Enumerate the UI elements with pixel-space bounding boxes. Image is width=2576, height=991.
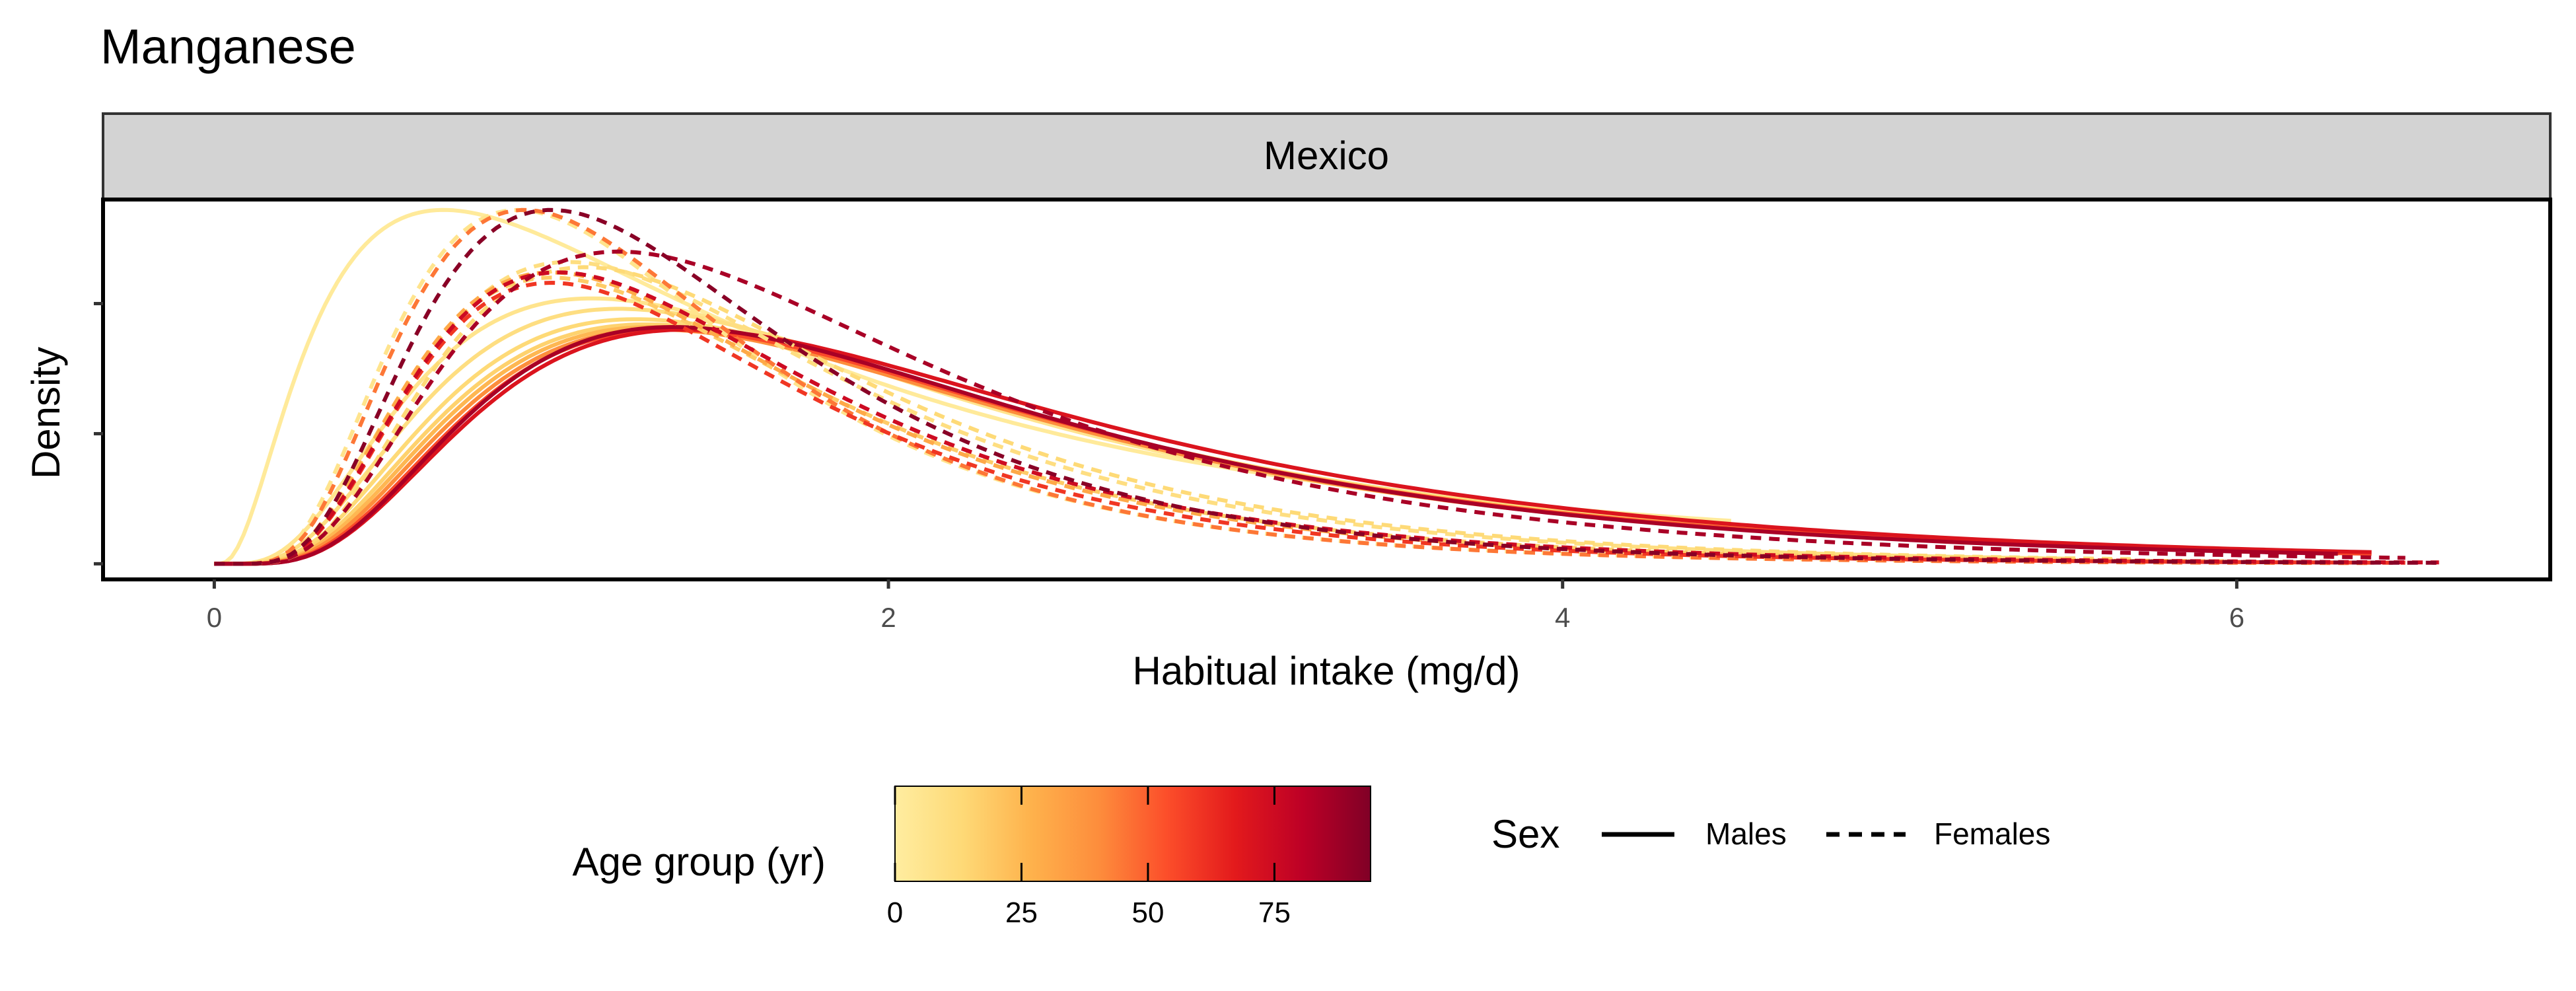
color-bar [894,786,1371,882]
density-curves [214,207,2439,566]
color-tick-label-3: 75 [1258,897,1291,929]
density-curve-females-age-13 [214,265,2136,566]
color-tick-label-1: 25 [1005,897,1038,929]
density-curve-males-age-85 [214,325,2338,566]
linetype-legend-title: Sex [1491,812,1559,856]
plot-panel [101,198,2552,581]
facet-label: Mexico [1264,133,1389,178]
x-axis: 0 2 4 6 [207,579,2244,633]
color-tick-label-2: 50 [1132,897,1164,929]
density-curve-females-age-92 [214,207,2439,566]
chart-title: Manganese [100,19,356,74]
legend-label-males: Males [1705,817,1787,851]
color-tick-label-0: 0 [887,897,903,929]
x-tick-label-2: 4 [1555,602,1570,633]
density-curve-males-age-70 [214,327,2372,566]
x-tick-label-0: 0 [207,602,222,633]
x-axis-title: Habitual intake (mg/d) [1133,649,1521,693]
density-curve-females-age-45 [214,207,2372,566]
legend-label-females: Females [1934,817,2050,851]
color-bar-ticks: 0 25 50 75 [887,786,1291,929]
y-axis [94,302,103,566]
y-axis-title: Density [24,347,68,479]
facet-strip [102,112,2552,201]
color-legend-title: Age group (yr) [573,840,826,884]
x-tick-label-1: 2 [880,602,896,633]
x-tick-label-3: 6 [2229,602,2244,633]
color-legend: Age group (yr) 0 25 50 75 [573,786,1371,929]
density-curve-females-age-85 [214,249,2406,566]
linetype-legend: Sex Males Females [1491,812,2050,856]
